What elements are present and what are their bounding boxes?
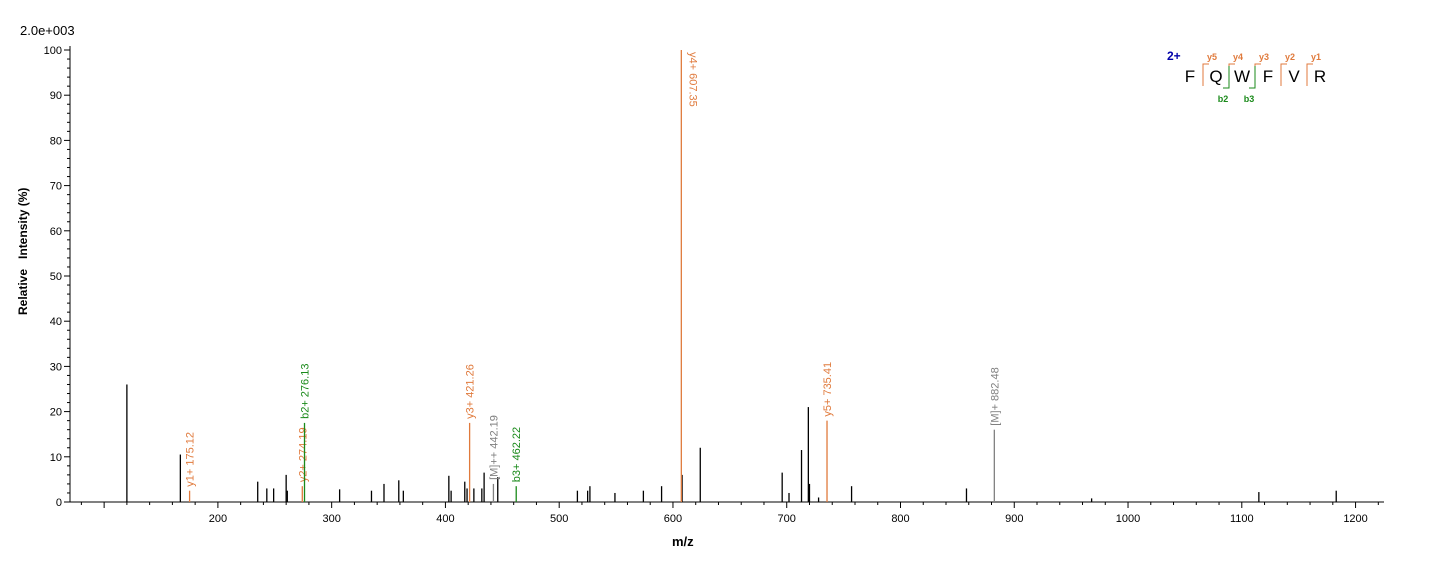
y-ion-cleavage-marker [1202, 63, 1209, 86]
x-tick-label: 600 [664, 513, 682, 525]
y-tick-label: 60 [50, 226, 62, 238]
annotated-peak-series: y1+ 175.12 y2+ 274.19 b2+ 276.13 y3+ 421.26… [185, 50, 1001, 502]
y-tick-label: 40 [50, 316, 62, 328]
sequence-residue: F [1185, 67, 1195, 86]
b-ion-label: b3 [1244, 94, 1255, 104]
peak-series [126, 384, 1337, 502]
y-tick-label: 30 [50, 361, 62, 373]
peak-label: b3+ 462.22 [511, 427, 523, 482]
peak-label: [M]++ 442.19 [488, 415, 500, 480]
y-tick-label: 20 [50, 407, 62, 419]
x-tick-label: 700 [778, 513, 796, 525]
y-ion-label: y1 [1311, 52, 1321, 62]
x-tick-label: 300 [322, 513, 340, 525]
x-tick-label: 1200 [1343, 513, 1367, 525]
chart-axes: 0 10 20 30 40 50 60 70 80 90 100 200 300 400 500 600 700… [44, 45, 1384, 525]
y-tick-label: 90 [50, 90, 62, 102]
b-ion-cleavage-marker [1223, 66, 1230, 89]
sequence-residue: F [1263, 67, 1273, 86]
sequence-residue: R [1314, 67, 1326, 86]
peak-label: y1+ 175.12 [185, 432, 197, 487]
sequence-residue: V [1288, 67, 1300, 86]
peak-label: [M]+ 882.48 [989, 367, 1001, 425]
x-axis-label: m/z [672, 534, 694, 549]
y-ion-label: y5 [1207, 52, 1217, 62]
peak-label: y2+ 274.19 [297, 427, 309, 482]
y-ion-cleavage-marker [1306, 63, 1313, 86]
charge-state: 2+ [1167, 49, 1181, 63]
y-tick-label: 100 [44, 45, 62, 57]
y-tick-label: 0 [56, 497, 62, 509]
y-ion-cleavage-marker [1280, 63, 1287, 86]
peak-label: y5+ 735.41 [822, 362, 834, 417]
peak-label: b2+ 276.13 [300, 364, 312, 419]
b-ion-label: b2 [1218, 94, 1229, 104]
y-ion-label: y4 [1233, 52, 1243, 62]
y-ion-label: y2 [1285, 52, 1295, 62]
x-tick-label: 500 [550, 513, 568, 525]
x-tick-label: 200 [209, 513, 227, 525]
x-tick-label: 900 [1005, 513, 1023, 525]
peak-label: y3+ 421.26 [465, 364, 477, 419]
x-tick-label: 1000 [1116, 513, 1140, 525]
y-tick-label: 80 [50, 135, 62, 147]
y-tick-label: 50 [50, 271, 62, 283]
intensity-scale-label: 2.0e+003 [20, 23, 75, 38]
y-tick-label: 70 [50, 181, 62, 193]
b-ion-cleavage-marker [1249, 66, 1256, 89]
sequence-residue: W [1234, 67, 1250, 86]
y-ion-label: y3 [1259, 52, 1269, 62]
y-tick-label: 10 [50, 452, 62, 464]
x-tick-label: 800 [891, 513, 909, 525]
x-tick-label: 400 [436, 513, 454, 525]
peak-label: y4+ 607.35 [686, 52, 698, 107]
y-ion-cleavage-marker [1254, 63, 1261, 86]
sequence-residue: Q [1209, 67, 1222, 86]
x-tick-label: 1100 [1230, 513, 1254, 525]
